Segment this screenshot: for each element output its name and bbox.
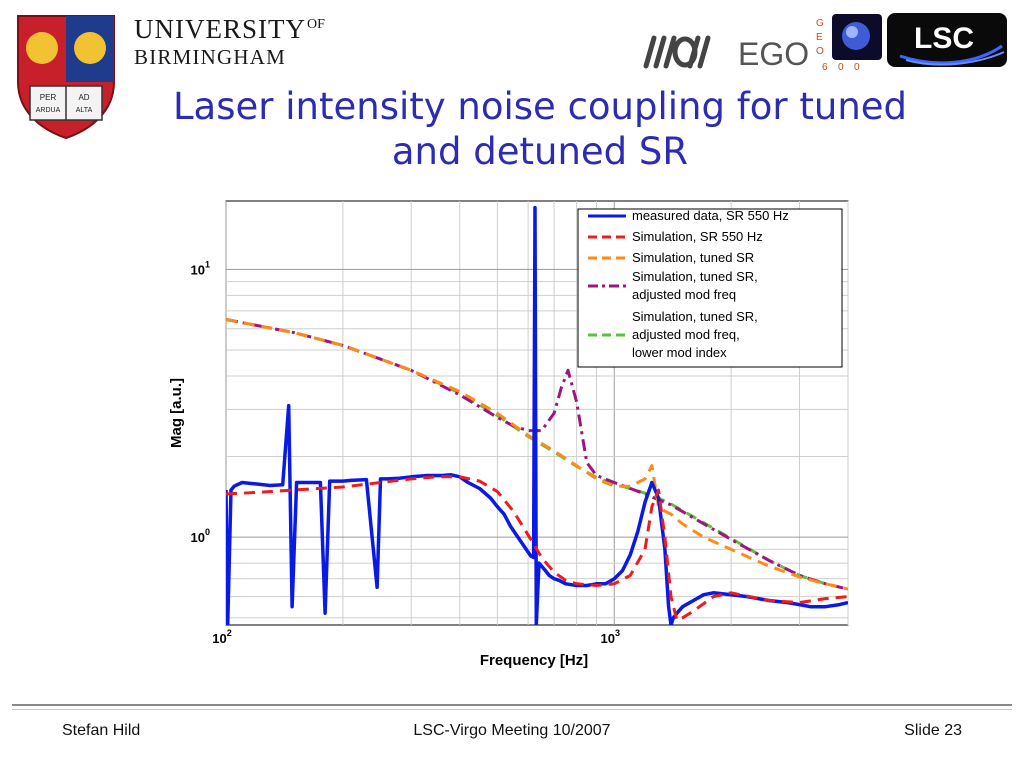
x-tick-label-1: 103: [601, 628, 620, 646]
university-name: UNIVERSITYOF BIRMINGHAM: [134, 16, 325, 68]
legend-label-2: Simulation, tuned SR: [632, 250, 754, 265]
footer-divider: [12, 704, 1012, 706]
footer-slide-number: Slide 23: [904, 722, 962, 739]
geo-digit-0b: 0: [854, 62, 860, 73]
footer-divider-thin: [12, 709, 1012, 710]
legend-label-0: measured data, SR 550 Hz: [632, 208, 789, 223]
noise-coupling-chart: 102 103 100 101 Frequency [Hz] Mag [a.u.] m…: [168, 200, 849, 669]
slide-title-line2: and detuned SR: [391, 130, 689, 173]
series-line-3: [226, 318, 848, 591]
geo600-logo: G E O 6 0 0: [816, 14, 882, 73]
geo-letter-g: G: [816, 18, 824, 29]
legend: measured data, SR 550 Hz Simulation, SR 5…: [577, 208, 843, 368]
legend-box: [577, 208, 843, 368]
y-axis-label: Mag [a.u.]: [168, 378, 185, 448]
university-name-of: OF: [307, 17, 325, 32]
crest-text-ardua: ARDUA: [36, 107, 61, 114]
slide-title: Laser intensity noise coupling for tuned…: [130, 84, 950, 174]
series-line-2: [226, 318, 848, 591]
y-tick-label-1: 101: [191, 259, 210, 277]
footer-meeting: LSC-Virgo Meeting 10/2007: [413, 722, 611, 739]
geo-letter-o: O: [816, 46, 824, 57]
university-crest-logo: PER AD ARDUA ALTA: [17, 15, 115, 140]
slide-title-line1: Laser intensity noise coupling for tuned: [172, 85, 908, 128]
footer-author: Stefan Hild: [62, 722, 141, 739]
x-axis-label: Frequency [Hz]: [480, 652, 588, 669]
crest-text-per: PER: [40, 93, 57, 102]
university-name-line2: BIRMINGHAM: [134, 45, 287, 69]
crest-text-ad: AD: [78, 93, 89, 102]
lsc-text: LSC: [914, 22, 974, 55]
x-tick-label-0: 102: [212, 628, 231, 646]
crest-text-alta: ALTA: [76, 107, 93, 114]
legend-label-1: Simulation, SR 550 Hz: [632, 229, 763, 244]
legend-label-4: Simulation, tuned SR, adjusted mod freq, l…: [632, 309, 758, 360]
series-group: [226, 205, 848, 625]
ego-text: EGO: [738, 36, 809, 72]
tick-labels: 102 103 100 101: [191, 259, 620, 646]
university-name-line1: UNIVERSITYOF: [134, 14, 325, 44]
geo-digit-6: 6: [822, 62, 828, 73]
y-tick-label-0: 100: [191, 527, 210, 545]
geo-digit-0a: 0: [838, 62, 844, 73]
lsc-logo: LSC: [887, 13, 1007, 67]
ego-logo: EGO: [643, 35, 809, 72]
series-line-1: [226, 475, 848, 622]
legend-label-3: Simulation, tuned SR, adjusted mod freq: [632, 269, 758, 302]
series-line-0: [226, 205, 848, 625]
geo-letter-e: E: [816, 32, 823, 43]
